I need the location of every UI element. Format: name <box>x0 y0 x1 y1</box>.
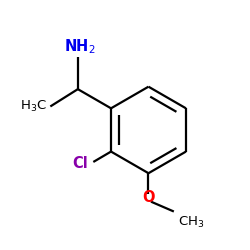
Text: NH$_2$: NH$_2$ <box>64 37 96 56</box>
Text: H$_3$C: H$_3$C <box>20 99 46 114</box>
Text: Cl: Cl <box>72 156 88 172</box>
Text: CH$_3$: CH$_3$ <box>178 215 204 230</box>
Text: O: O <box>142 190 155 206</box>
